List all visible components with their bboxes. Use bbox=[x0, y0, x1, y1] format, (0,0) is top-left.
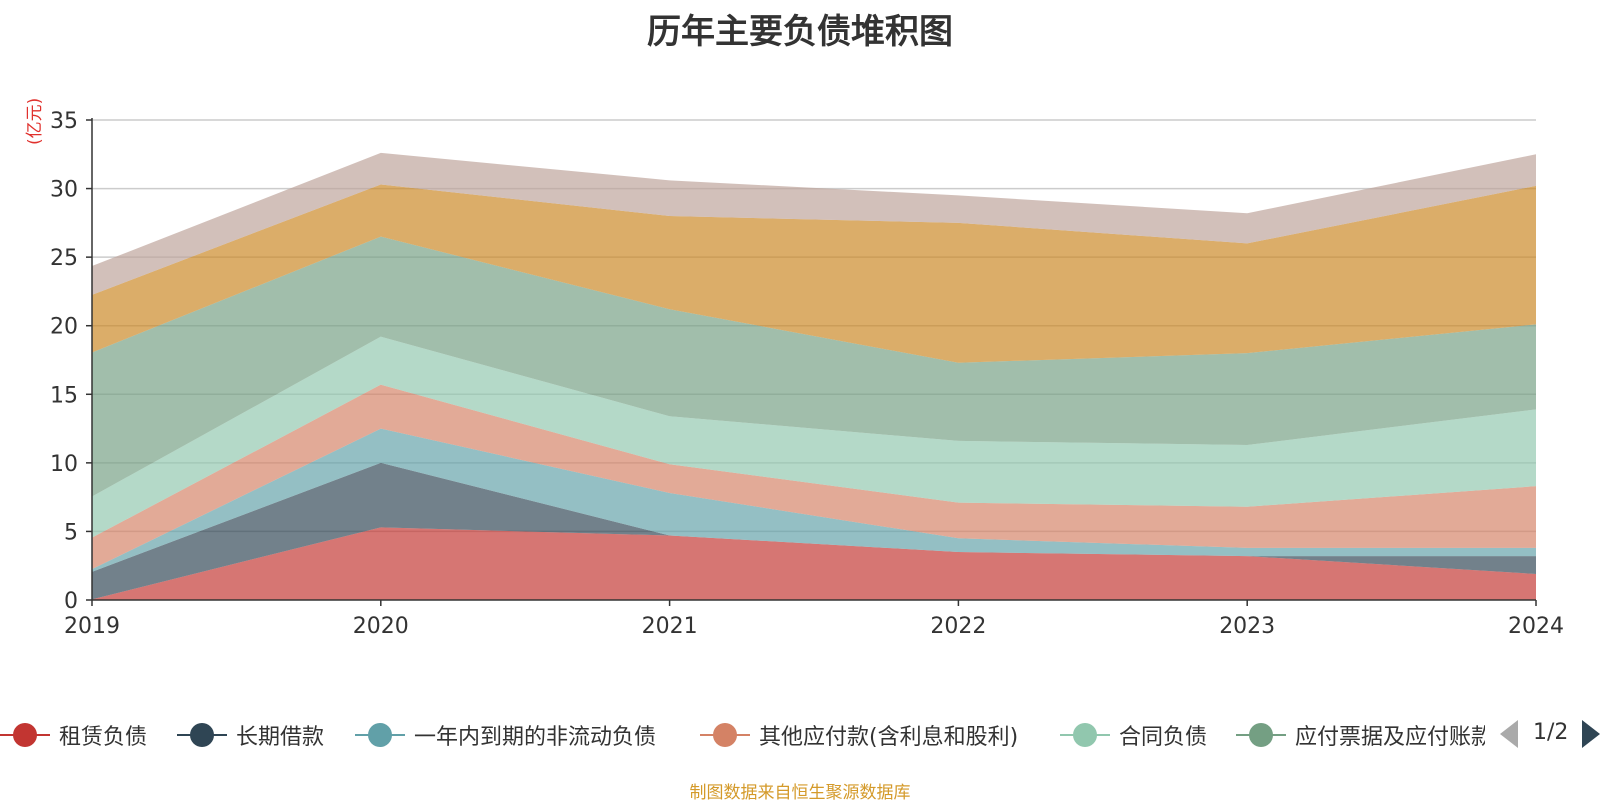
y-tick-label: 20 bbox=[50, 315, 78, 340]
y-tick-label: 30 bbox=[50, 178, 78, 203]
legend-item[interactable]: 其他应付款(含利息和股利) bbox=[700, 715, 1018, 755]
legend-item[interactable]: 长期借款 bbox=[177, 715, 324, 755]
area-series-4 bbox=[92, 384, 1536, 570]
y-tick-label: 25 bbox=[50, 246, 78, 271]
y-tick-label: 15 bbox=[50, 383, 78, 408]
triangle-left-icon[interactable] bbox=[1500, 720, 1518, 748]
area-series-1 bbox=[92, 527, 1536, 600]
axes bbox=[86, 118, 1537, 606]
chart-title: 历年主要负债堆积图 bbox=[647, 12, 953, 52]
y-tick-label: 5 bbox=[64, 520, 78, 545]
triangle-right-icon[interactable] bbox=[1582, 720, 1600, 748]
area-series-3 bbox=[92, 428, 1536, 572]
y-tick-label: 10 bbox=[50, 452, 78, 477]
tick-labels: 0 5 10 15 20 25 30 35 2019 2020 2021 2022 2023 2024 bbox=[50, 109, 1564, 639]
legend-item[interactable]: 一年内到期的非流动负债 bbox=[355, 715, 656, 755]
area-series-5 bbox=[92, 336, 1536, 538]
area-series-6 bbox=[92, 236, 1536, 497]
legend-label: 其他应付款(含利息和股利) bbox=[759, 725, 1019, 750]
legend-pager: 1/2 bbox=[1500, 720, 1600, 750]
y-tick-label: 0 bbox=[64, 589, 78, 614]
legend-marker-icon bbox=[1236, 723, 1286, 747]
x-tick-label: 2022 bbox=[930, 614, 986, 639]
legend-label: 应付票据及应付账款 bbox=[1295, 725, 1485, 750]
legend-marker-icon bbox=[700, 723, 750, 747]
x-tick-label: 2019 bbox=[64, 614, 120, 639]
legend-item[interactable]: 合同负债 bbox=[1060, 715, 1207, 755]
legend-items-container: 租赁负债 长期借款 一年内到期的非流动负债 其他应付款(含利息和股利) 合同负债 应付票据… bbox=[0, 715, 1485, 755]
x-tick-label: 2021 bbox=[642, 614, 698, 639]
stacked-areas bbox=[92, 152, 1536, 600]
area-series-8 bbox=[92, 152, 1536, 295]
area-series-2 bbox=[92, 462, 1536, 600]
chart-plot-area: 0 5 10 15 20 25 30 35 2019 2020 2021 2022 2023 2024 bbox=[50, 109, 1564, 639]
legend-item[interactable]: 应付票据及应付账款 bbox=[1236, 715, 1485, 755]
source-note: 制图数据来自恒生聚源数据库 bbox=[689, 783, 911, 803]
legend-marker-icon bbox=[1060, 723, 1110, 747]
legend-marker-icon bbox=[0, 723, 50, 747]
legend-label: 长期借款 bbox=[236, 725, 325, 750]
y-tick-label: 35 bbox=[50, 109, 78, 134]
legend-label: 合同负债 bbox=[1119, 725, 1208, 750]
x-tick-label: 2020 bbox=[353, 614, 409, 639]
legend-label: 一年内到期的非流动负债 bbox=[414, 725, 657, 750]
legend-marker-icon bbox=[355, 723, 405, 747]
legend: 租赁负债 长期借款 一年内到期的非流动负债 其他应付款(含利息和股利) 合同负债 应付票据… bbox=[0, 715, 1600, 755]
legend-marker-icon bbox=[177, 723, 227, 747]
legend-label: 租赁负债 bbox=[59, 725, 148, 750]
x-tick-label: 2024 bbox=[1508, 614, 1564, 639]
area-series-7 bbox=[92, 184, 1536, 363]
legend-item[interactable]: 租赁负债 bbox=[0, 715, 147, 755]
legend-page-indicator: 1/2 bbox=[1533, 720, 1569, 745]
x-tick-label: 2023 bbox=[1219, 614, 1275, 639]
